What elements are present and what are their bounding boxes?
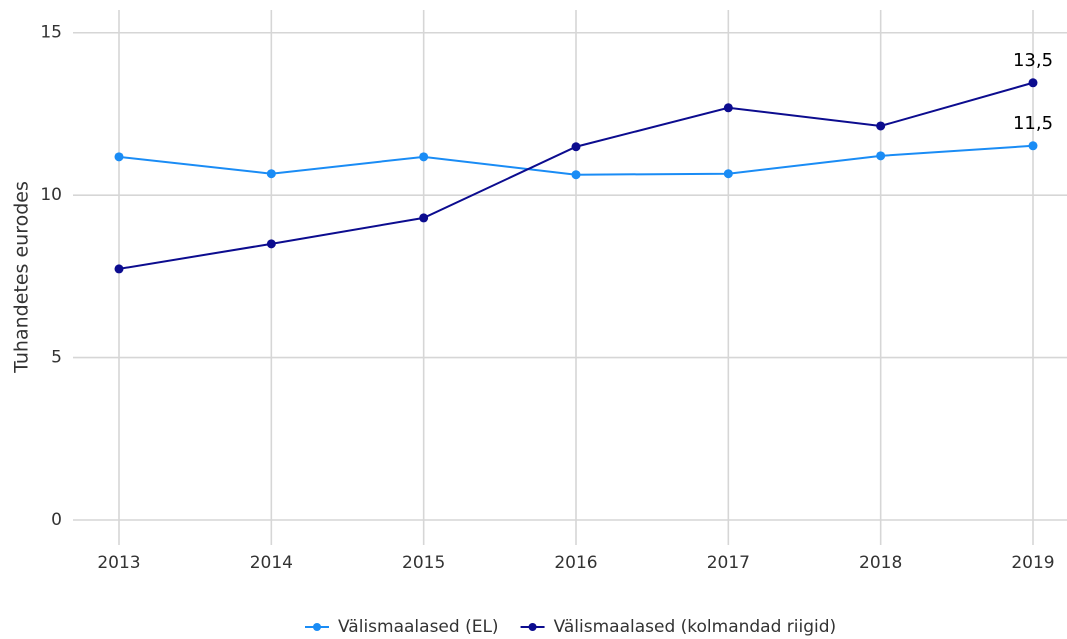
data-point bbox=[571, 142, 581, 152]
x-tick-label: 2019 bbox=[1011, 553, 1054, 573]
x-tick-label: 2017 bbox=[707, 553, 750, 573]
data-point bbox=[571, 170, 581, 180]
data-point bbox=[114, 264, 124, 274]
y-axis-label: Tuhandetes eurodes bbox=[11, 181, 33, 374]
data-point bbox=[1028, 141, 1038, 151]
data-label: 11,5 bbox=[1013, 113, 1053, 134]
data-point bbox=[723, 169, 733, 179]
legend-marker bbox=[313, 623, 321, 631]
x-tick-label: 2014 bbox=[250, 553, 293, 573]
data-point bbox=[876, 121, 886, 131]
legend-marker bbox=[528, 623, 537, 631]
data-label: 13,5 bbox=[1013, 50, 1053, 71]
legend-label: Välismaalased (kolmandad riigid) bbox=[554, 617, 837, 637]
data-point bbox=[1028, 78, 1038, 88]
data-point bbox=[266, 239, 276, 249]
data-point bbox=[723, 103, 733, 113]
y-tick-label: 5 bbox=[51, 348, 62, 368]
data-point bbox=[114, 152, 124, 162]
legend-label: Välismaalased (EL) bbox=[338, 617, 499, 637]
x-tick-label: 2016 bbox=[554, 553, 597, 573]
data-point bbox=[266, 169, 276, 179]
y-tick-label: 10 bbox=[40, 185, 62, 205]
y-tick-label: 15 bbox=[40, 23, 62, 43]
y-tick-label: 0 bbox=[51, 510, 62, 530]
data-point bbox=[419, 152, 429, 162]
x-tick-label: 2013 bbox=[97, 553, 140, 573]
data-point bbox=[419, 213, 429, 223]
data-point bbox=[876, 151, 886, 161]
x-tick-label: 2015 bbox=[402, 553, 445, 573]
x-tick-label: 2018 bbox=[859, 553, 902, 573]
